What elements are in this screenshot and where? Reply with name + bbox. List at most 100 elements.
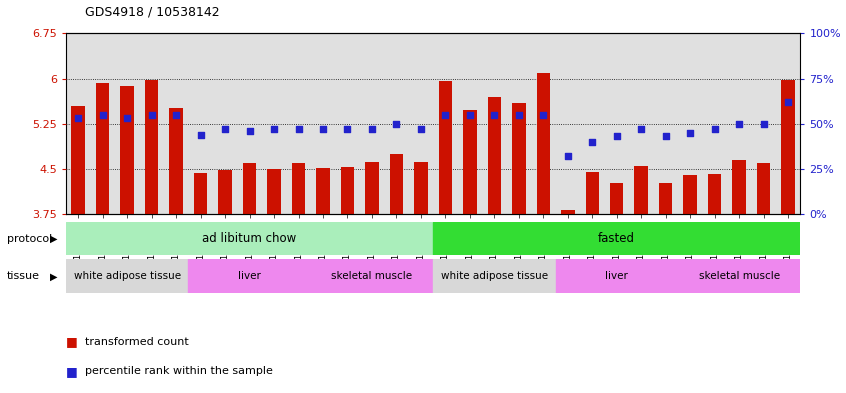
Bar [653,33,678,214]
Point [659,133,673,140]
Point [316,126,330,132]
Point [194,132,207,138]
Point [708,126,722,132]
Point [267,126,281,132]
Bar [384,33,409,214]
Point [610,133,624,140]
Bar [507,33,531,214]
Point [292,126,305,132]
Bar [751,33,776,214]
Bar [316,168,330,214]
Point [96,112,109,118]
Bar [610,183,624,214]
Bar [702,33,727,214]
Point [487,112,501,118]
Text: GDS4918 / 10538142: GDS4918 / 10538142 [85,6,219,19]
Bar [218,170,232,214]
Bar [120,86,134,214]
Bar [365,162,379,214]
Point [684,130,697,136]
Bar [512,103,525,214]
Text: ▶: ▶ [50,271,58,281]
Bar [678,33,702,214]
Bar [140,33,164,214]
Text: ▶: ▶ [50,234,58,244]
Bar [757,163,771,214]
Bar [536,73,550,214]
Point [243,128,256,134]
Bar [390,154,404,214]
Bar [531,33,556,214]
Point [536,112,550,118]
Bar [145,81,158,214]
Bar [213,33,238,214]
Point [438,112,452,118]
Bar [556,259,678,293]
Bar [556,33,580,214]
Bar [433,222,800,255]
Point [512,112,525,118]
Bar [415,162,427,214]
Bar [66,33,91,214]
Bar [115,33,140,214]
Text: ad libitum chow: ad libitum chow [202,232,297,245]
Text: protocol: protocol [7,234,52,244]
Bar [678,259,800,293]
Bar [310,33,335,214]
Point [463,112,476,118]
Bar [708,174,722,214]
Point [415,126,428,132]
Point [169,112,183,118]
Bar [482,33,507,214]
Bar [605,33,629,214]
Bar [261,33,286,214]
Bar [733,160,746,214]
Bar [194,173,207,214]
Bar [341,167,354,214]
Bar [463,110,476,214]
Bar [72,106,85,214]
Point [71,115,85,121]
Bar [487,97,501,214]
Text: fasted: fasted [598,232,635,245]
Point [782,99,795,105]
Point [120,115,134,121]
Bar [585,172,599,214]
Bar [169,108,183,214]
Bar [659,183,673,214]
Bar [238,33,261,214]
Point [218,126,232,132]
Point [585,139,599,145]
Text: white adipose tissue: white adipose tissue [441,271,548,281]
Bar [634,166,648,214]
Bar [727,33,751,214]
Text: ■: ■ [66,335,78,349]
Point [757,121,771,127]
Bar [458,33,482,214]
Text: skeletal muscle: skeletal muscle [332,271,413,281]
Bar [96,83,109,214]
Bar [189,33,213,214]
Point [390,121,404,127]
Text: percentile rank within the sample: percentile rank within the sample [85,366,272,376]
Bar [360,33,384,214]
Bar [243,163,256,214]
Text: liver: liver [605,271,629,281]
Point [561,153,574,160]
Text: liver: liver [238,271,261,281]
Text: tissue: tissue [7,271,40,281]
Bar [335,33,360,214]
Point [733,121,746,127]
Point [365,126,379,132]
Text: skeletal muscle: skeletal muscle [699,271,780,281]
Text: transformed count: transformed count [85,337,189,347]
Bar [684,175,697,214]
Bar [189,259,310,293]
Point [145,112,158,118]
Bar [561,210,574,214]
Text: white adipose tissue: white adipose tissue [74,271,181,281]
Point [634,126,648,132]
Bar [580,33,605,214]
Bar [310,259,433,293]
Bar [782,80,794,214]
